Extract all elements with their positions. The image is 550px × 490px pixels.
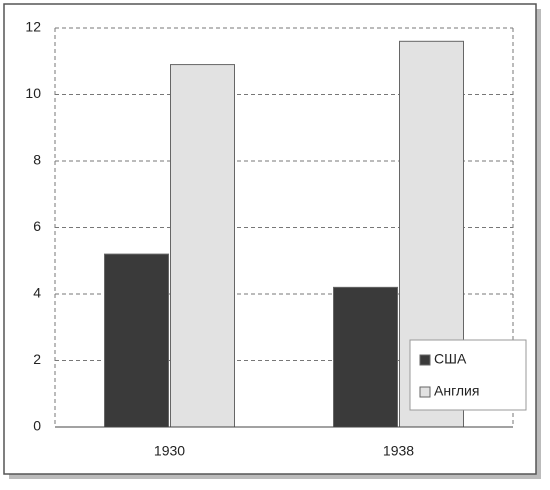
bar bbox=[104, 253, 169, 428]
y-tick-label: 8 bbox=[33, 152, 41, 168]
legend-box bbox=[409, 339, 527, 411]
y-tick-label: 12 bbox=[25, 19, 41, 35]
x-tick-label: 1938 bbox=[383, 443, 414, 459]
y-tick-label: 2 bbox=[33, 351, 41, 367]
legend-label: Англия bbox=[434, 383, 479, 399]
legend-swatch bbox=[419, 386, 431, 398]
y-tick-label: 6 bbox=[33, 218, 41, 234]
bar bbox=[333, 286, 398, 428]
y-tick-label: 10 bbox=[25, 85, 41, 101]
legend-label: США bbox=[434, 351, 467, 367]
y-tick-label: 4 bbox=[33, 285, 41, 301]
x-tick-label: 1930 bbox=[154, 443, 185, 459]
legend-swatch bbox=[419, 354, 431, 366]
bar bbox=[170, 64, 235, 428]
y-tick-label: 0 bbox=[33, 418, 41, 434]
